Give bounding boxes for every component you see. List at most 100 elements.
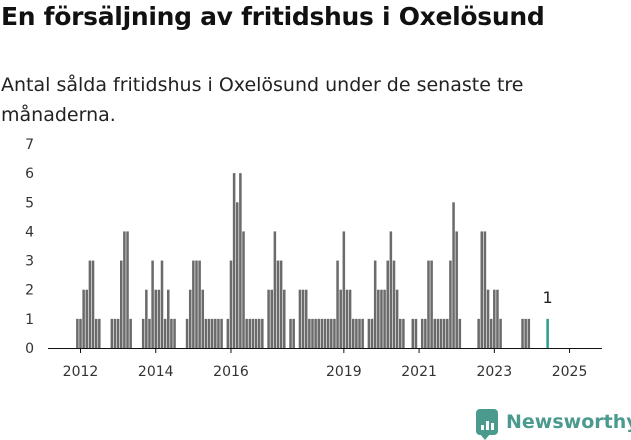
bar bbox=[317, 318, 321, 348]
bar bbox=[527, 318, 531, 348]
brand-name: Newsworthy bbox=[506, 411, 631, 433]
bar bbox=[323, 318, 327, 348]
bar bbox=[276, 260, 280, 348]
bar bbox=[85, 289, 89, 348]
bar bbox=[455, 231, 458, 348]
bar bbox=[188, 289, 192, 348]
bar bbox=[283, 289, 286, 348]
bar bbox=[496, 289, 499, 348]
y-tick-label: 6 bbox=[25, 166, 34, 182]
bar bbox=[336, 260, 339, 348]
bar bbox=[110, 318, 114, 348]
y-tick-label: 7 bbox=[25, 137, 34, 153]
bar bbox=[311, 318, 314, 348]
x-tick-label: 2012 bbox=[63, 364, 99, 380]
bar bbox=[367, 318, 371, 348]
bar bbox=[383, 289, 386, 348]
bar bbox=[91, 260, 95, 348]
bar bbox=[320, 318, 324, 348]
bar bbox=[373, 260, 377, 348]
bar bbox=[433, 318, 437, 348]
bar bbox=[395, 289, 399, 348]
bar bbox=[304, 289, 308, 348]
highlight-value-label: 1 bbox=[543, 288, 553, 307]
bar bbox=[314, 318, 317, 348]
bar bbox=[88, 260, 92, 348]
bar bbox=[348, 289, 352, 348]
bar bbox=[198, 260, 201, 348]
bar bbox=[141, 318, 145, 348]
bar bbox=[355, 318, 358, 348]
bar bbox=[242, 231, 245, 348]
bar bbox=[351, 318, 355, 348]
chart-subtitle: Antal sålda fritidshus i Oxelösund under… bbox=[1, 74, 524, 126]
bar bbox=[480, 231, 484, 348]
bar bbox=[452, 202, 455, 348]
bar bbox=[402, 318, 405, 348]
bar bbox=[414, 318, 418, 348]
bar bbox=[170, 318, 173, 348]
bar bbox=[154, 289, 157, 348]
y-tick-label: 4 bbox=[25, 224, 34, 240]
bar bbox=[229, 260, 233, 348]
bar bbox=[129, 318, 132, 348]
bar bbox=[98, 318, 101, 348]
bar bbox=[257, 318, 261, 348]
bar bbox=[301, 289, 305, 348]
bar bbox=[358, 318, 361, 348]
bar bbox=[377, 289, 380, 348]
bar bbox=[232, 173, 236, 348]
y-tick-label: 5 bbox=[25, 195, 34, 211]
bar bbox=[308, 318, 311, 348]
newsworthy-logo-icon bbox=[476, 409, 498, 440]
bar bbox=[499, 318, 502, 348]
page-title: En försäljning av fritidshus i Oxelösund bbox=[1, 2, 545, 31]
bar bbox=[201, 289, 205, 348]
bar bbox=[279, 260, 283, 348]
bar bbox=[298, 289, 302, 348]
bar bbox=[493, 289, 496, 348]
bar bbox=[157, 289, 161, 348]
x-tick-label: 2025 bbox=[552, 364, 588, 380]
bar bbox=[245, 318, 248, 348]
bar bbox=[389, 231, 393, 348]
bar bbox=[442, 318, 446, 348]
y-axis: 0 1 2 3 4 5 6 7 bbox=[25, 137, 34, 357]
bar bbox=[392, 260, 396, 348]
bar bbox=[251, 318, 255, 348]
bar bbox=[173, 318, 176, 348]
bar bbox=[345, 289, 349, 348]
bar bbox=[267, 289, 270, 348]
bar-chart: 0 1 2 3 4 5 6 7 2012 2014 2016 2019 2021 2023 2025 1 bbox=[25, 137, 602, 380]
bar bbox=[489, 318, 493, 348]
bar bbox=[486, 289, 490, 348]
bar bbox=[289, 318, 292, 348]
bar bbox=[160, 260, 164, 348]
bar bbox=[524, 318, 527, 348]
bar bbox=[226, 318, 230, 348]
y-tick-label: 2 bbox=[25, 283, 34, 299]
bar bbox=[386, 260, 389, 348]
x-tick-label: 2019 bbox=[326, 364, 362, 380]
x-tick-label: 2014 bbox=[138, 364, 174, 380]
bar bbox=[521, 318, 524, 348]
bar-series bbox=[76, 173, 549, 348]
bar bbox=[217, 318, 220, 348]
bar bbox=[210, 318, 214, 348]
bar bbox=[163, 318, 167, 348]
bar bbox=[411, 318, 415, 348]
x-tick-label: 2016 bbox=[213, 364, 249, 380]
bar bbox=[82, 289, 85, 348]
bar bbox=[119, 260, 123, 348]
bar bbox=[326, 318, 330, 348]
bar bbox=[239, 173, 242, 348]
bar bbox=[436, 318, 440, 348]
bar bbox=[273, 231, 277, 348]
bar bbox=[195, 260, 198, 348]
bar bbox=[151, 260, 154, 348]
y-tick-label: 1 bbox=[25, 312, 34, 328]
bar bbox=[370, 318, 374, 348]
x-tick-label: 2023 bbox=[476, 364, 512, 380]
y-tick-label: 3 bbox=[25, 254, 34, 270]
bar bbox=[430, 260, 433, 348]
